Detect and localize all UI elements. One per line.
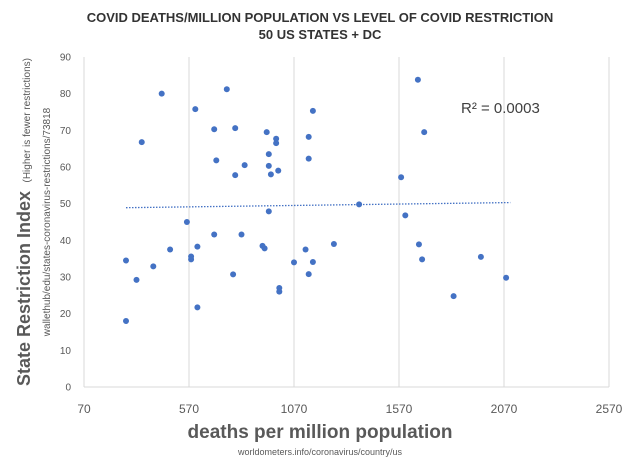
data-point [273,140,280,147]
data-point [211,231,218,238]
y-tick-label: 20 [60,309,72,320]
data-point [477,253,484,260]
data-point [402,212,409,219]
data-point [305,155,312,162]
gridlines [83,57,610,388]
data-point [230,271,237,278]
data-point [398,174,405,181]
data-point [265,162,272,169]
data-point [265,151,272,158]
x-tick-label: 570 [179,402,199,416]
data-point [419,256,426,263]
scatter-points [123,76,510,324]
data-point [167,246,174,253]
x-axis-source: worldometers.info/coronavirus/country/us [237,447,403,457]
data-point [183,219,190,225]
y-tick-label: 50 [60,199,72,210]
data-point [194,243,201,250]
y-tick-label: 70 [60,126,72,137]
data-point [421,129,428,136]
x-tick-label: 70 [77,402,91,416]
x-axis-ticks: 70 570 1070 1570 2070 2570 [77,402,622,416]
data-point [223,86,230,93]
data-point [150,263,157,270]
data-point [414,76,421,83]
y-tick-label: 60 [60,163,72,174]
y-tick-label: 90 [60,53,72,64]
data-point [305,133,312,140]
data-point [188,256,195,263]
y-tick-label: 10 [60,346,72,357]
data-point [503,274,510,281]
y-axis-note: (Higher is fewer restrictions) [22,58,33,182]
x-tick-label: 1570 [386,402,413,416]
data-point [211,126,218,133]
data-point [356,201,363,208]
data-point [309,107,316,114]
trendline-group [125,201,511,209]
x-tick-label: 2070 [491,402,518,416]
data-point [302,246,309,253]
data-point [138,139,145,146]
data-point [232,125,239,132]
y-tick-label: 30 [60,273,72,284]
data-point [238,231,245,238]
data-point [275,167,282,174]
x-axis-label: deaths per million population [187,422,453,443]
data-point [309,258,316,265]
data-point [291,259,297,266]
svg-text:State Restriction Index: State Restriction Index (Higher is fewer… [14,58,34,386]
data-point [261,245,268,252]
x-tick-label: 2570 [596,402,623,416]
data-point [241,162,248,169]
data-point [123,318,129,324]
chart-title-line-2: 50 US STATES + DC [258,27,382,42]
data-point [273,135,280,142]
data-point [194,304,201,311]
data-point [305,271,312,278]
y-axis-label: State Restriction Index [14,191,34,386]
data-point [415,241,422,248]
chart-title-line-1: COVID DEATHS/MILLION POPULATION VS LEVEL… [86,10,554,25]
y-tick-label: 80 [60,89,72,100]
x-tick-label: 1070 [281,402,308,416]
data-point [263,129,270,136]
y-axis-source: wallethub/edu/states-coronavirus-restric… [42,107,53,337]
data-point [158,90,165,97]
data-point [267,171,274,178]
y-axis-ticks: 0 10 20 30 40 50 60 70 80 90 [60,53,72,394]
data-point [330,241,337,247]
y-tick-label: 40 [60,236,72,247]
r-squared-annotation: R² = 0.0003 [461,100,540,117]
data-point [192,106,199,113]
data-point [123,257,129,264]
data-point [133,276,140,283]
data-point [213,157,220,164]
y-tick-label: 0 [65,383,71,394]
data-point [265,208,272,215]
data-point [450,293,457,300]
y-axis-title: State Restriction Index (Higher is fewer… [14,58,34,386]
data-point [276,288,283,295]
data-point [232,172,239,179]
trendline [125,201,511,209]
